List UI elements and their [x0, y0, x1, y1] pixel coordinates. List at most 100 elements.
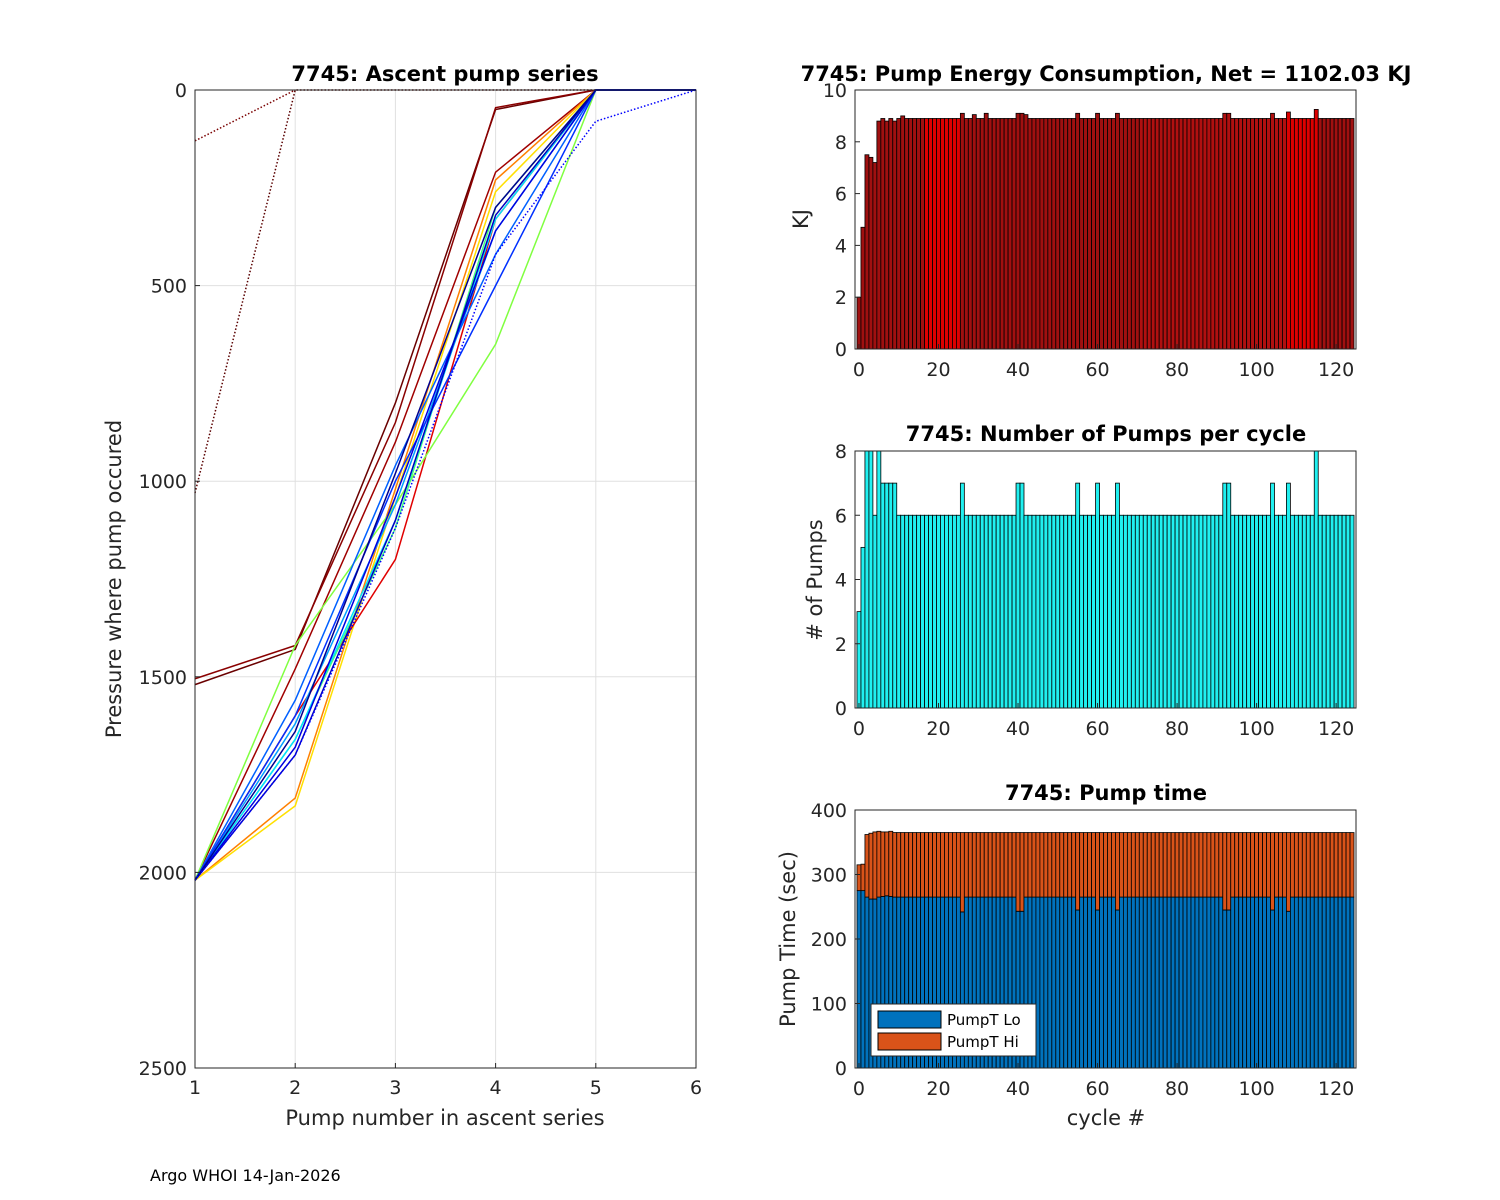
pumptime-hi-bar [952, 832, 957, 898]
energy-bar [995, 118, 1001, 350]
pumps-bar [1278, 514, 1283, 709]
energy-bar [1107, 118, 1112, 350]
pumptime-hi-bar [1015, 832, 1021, 912]
pumps-bar [888, 482, 894, 709]
pumps-bar [975, 514, 981, 709]
ascent-ytick-label: 0 [175, 80, 187, 102]
pumps-bar [1115, 482, 1120, 709]
energy-bar [1210, 118, 1216, 350]
pumps-bar [924, 514, 929, 709]
pumptime-hi-bar [1254, 832, 1259, 898]
pumps-bar [1027, 514, 1033, 709]
pumps-bar [967, 514, 973, 709]
pumptime-hi-bar [1250, 832, 1256, 898]
pumps-bar [880, 482, 886, 709]
energy-bar [1111, 118, 1116, 350]
pumps-ylabel: # of Pumps [803, 519, 827, 641]
pumps-bar [1015, 482, 1021, 709]
pumptime-hi-bar [1071, 832, 1077, 898]
energy-bar [1035, 118, 1041, 350]
pumps-bar [1218, 514, 1224, 709]
pumps-bar [1230, 514, 1236, 709]
pumptime-hi-bar [1206, 832, 1212, 898]
pumptime-hi-bar [1286, 832, 1291, 912]
pumps-bar [1031, 514, 1037, 709]
pumptime-hi-bar [1031, 832, 1037, 898]
pumps-bar [1154, 514, 1160, 709]
energy-bar [1238, 118, 1244, 350]
pumptime-lo-bar [1234, 896, 1240, 1069]
energy-bar [904, 118, 910, 350]
pumps-bar [896, 514, 902, 709]
pumptime-lo-bar [1178, 896, 1184, 1069]
pumptime-hi-bar [963, 832, 969, 898]
pumptime-hi-bar [904, 832, 910, 898]
pumps-bar [1250, 514, 1256, 709]
pumptime-hi-bar [1345, 832, 1351, 898]
energy-bar [1138, 118, 1144, 350]
energy-axes-box [854, 89, 1357, 350]
pumptime-hi-bar [1059, 832, 1065, 898]
pumptime-xlabel: cycle # [1067, 1106, 1146, 1130]
pumptime-hi-bar [1047, 832, 1053, 898]
pumptime-hi-bar [1063, 832, 1069, 898]
pumps-bar [928, 514, 933, 709]
energy-bar [1134, 118, 1140, 350]
pumps-bar [1051, 514, 1057, 709]
pumps-bar [1134, 514, 1140, 709]
pumptime-lo-bar [1210, 896, 1216, 1069]
energy-bar [1154, 118, 1160, 350]
pumps-bar [1210, 514, 1216, 709]
pumps-bar [932, 514, 937, 709]
pumps-bar [1103, 514, 1108, 709]
ascent-xtick-label: 1 [189, 1077, 201, 1099]
energy-bar [1341, 118, 1347, 350]
pumps-bar [1011, 514, 1017, 709]
pumps-xtick-label: 100 [1238, 718, 1274, 740]
pumptime-lo-bar [1278, 896, 1283, 1069]
pumptime-xtick-label: 80 [1165, 1078, 1189, 1100]
pumptime-hi-bar [1126, 832, 1132, 898]
pumptime-hi-bar [860, 863, 866, 892]
pumps-bar [1170, 514, 1176, 709]
energy-bar [1142, 118, 1148, 350]
pumptime-lo-bar [1214, 896, 1220, 1069]
pumptime-hi-bar [1003, 832, 1009, 898]
energy-ytick-label: 6 [835, 184, 847, 206]
pumptime-hi-bar [1154, 832, 1160, 898]
energy-bar [971, 114, 977, 350]
pumptime-hi-bar [856, 864, 862, 892]
energy-bar [1246, 118, 1252, 350]
pumptime-hi-bar [908, 832, 914, 898]
energy-bar [924, 118, 929, 350]
energy-bar [1091, 118, 1096, 350]
pumptime-hi-bar [1166, 832, 1172, 898]
energy-bar [884, 120, 890, 350]
pumps-bar [1222, 482, 1228, 709]
pumps-bar [1309, 514, 1315, 709]
pumptime-lo-bar [1079, 896, 1085, 1069]
pumptime-lo-bar [1274, 896, 1279, 1069]
pumptime-lo-bar [1262, 896, 1267, 1069]
energy-bar [1258, 118, 1263, 350]
pumps-bar [1035, 514, 1041, 709]
pumptime-lo-bar [1194, 896, 1200, 1069]
pumptime-lo-bar [1333, 896, 1339, 1069]
legend-label-hi: PumpT Hi [947, 1033, 1019, 1051]
pumptime-hi-bar [1158, 832, 1164, 898]
energy-bar [920, 118, 925, 350]
legend-label-lo: PumpT Lo [947, 1011, 1021, 1029]
pumps-bar [1003, 514, 1009, 709]
pumptime-lo-bar [1146, 896, 1152, 1069]
pumptime-lo-bar [1047, 896, 1053, 1069]
energy-bar [1313, 109, 1319, 350]
pumps-bar [1234, 514, 1240, 709]
energy-bar [1266, 118, 1271, 350]
pumptime-hi-bar [896, 832, 902, 898]
pumps-bar [1258, 514, 1263, 709]
pumps-bar [983, 514, 989, 709]
energy-bar [1003, 118, 1009, 350]
pumps-bar [904, 514, 910, 709]
pumptime-ytick-label: 400 [811, 800, 847, 822]
